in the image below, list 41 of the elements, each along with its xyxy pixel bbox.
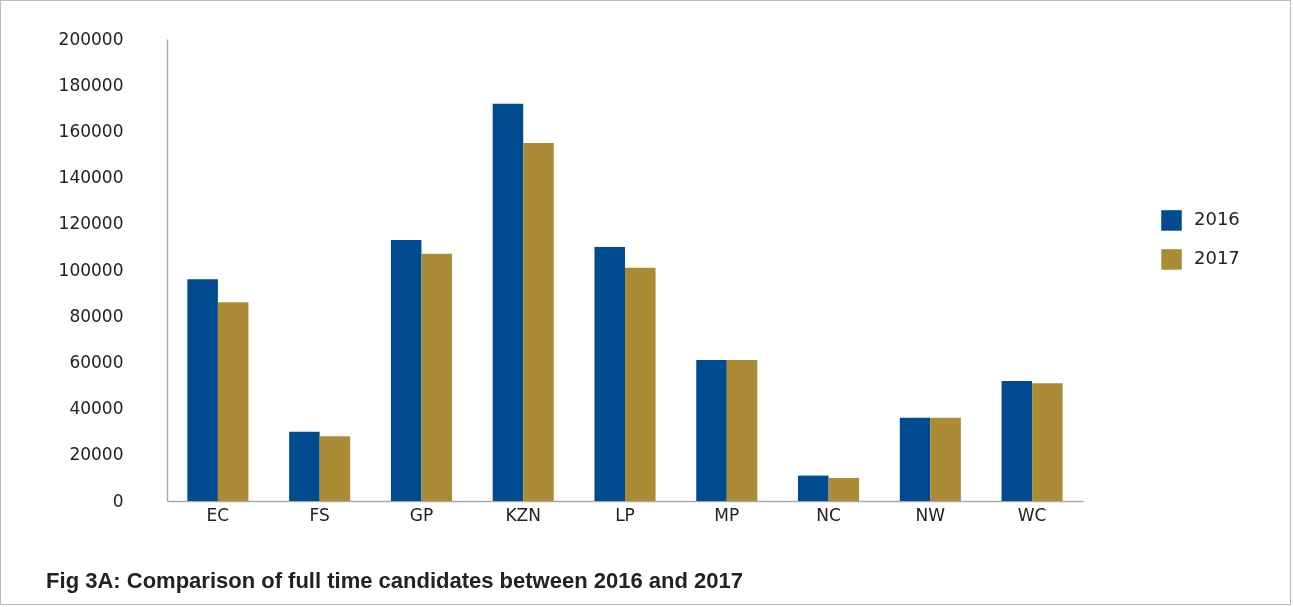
bar [187,279,218,501]
x-tick-label: EC [206,504,230,525]
legend-label: 2017 [1194,247,1240,269]
bar [390,239,422,501]
x-tick-label: KZN [505,504,541,525]
y-tick-label: 20000 [69,444,124,465]
x-tick-label: GP [409,504,434,525]
bar [726,360,758,501]
y-tick-label: 120000 [58,213,124,234]
y-tick-label: 80000 [69,305,124,326]
bar [289,431,320,501]
legend-label: 2016 [1194,208,1240,230]
bar [696,360,727,501]
y-tick-label: 160000 [58,120,124,141]
bar [625,267,656,501]
y-tick-label: 60000 [69,351,124,372]
x-tick-label: WC [1017,504,1047,525]
y-tick-label: 180000 [58,74,124,95]
bar [523,142,554,501]
bar [828,477,860,501]
x-tick-label: NW [915,504,946,525]
bar [798,475,829,501]
bar [899,417,931,501]
x-tick-label: MP [714,504,740,525]
bar [1001,380,1033,501]
bar [1032,383,1063,501]
x-tick-label: LP [615,504,635,525]
x-tick-label: FS [309,504,330,525]
bar [930,417,961,501]
bar [492,103,524,501]
x-tick-label: NC [816,504,841,525]
bar [319,436,351,501]
y-tick-label: 100000 [58,259,124,280]
bar [421,253,452,501]
bar [217,302,249,501]
y-tick-label: 40000 [69,398,124,419]
y-tick-label: 140000 [58,167,124,188]
bar [594,246,625,501]
y-tick-label: 200000 [58,28,124,49]
y-tick-label: 0 [112,490,124,511]
text: Fig 3A: Comparison of full time candidates between 2016 and 2017 [46,568,743,593]
